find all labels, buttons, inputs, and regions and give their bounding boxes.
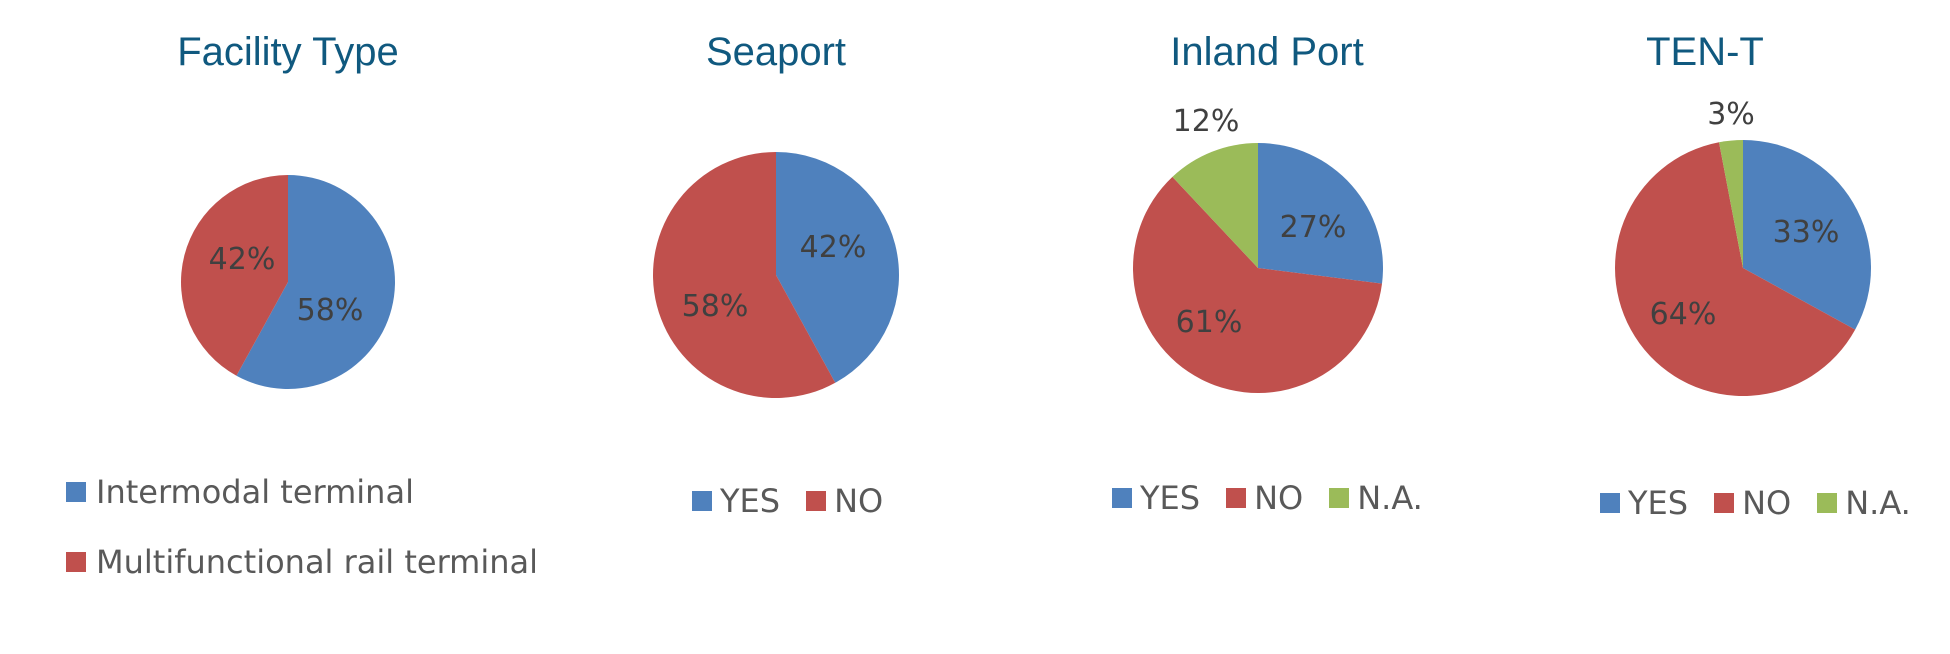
legend-item-no: NO	[806, 482, 883, 520]
legend-label: YES	[720, 482, 781, 520]
red-swatch-icon	[66, 552, 86, 572]
pie-slice-no	[1133, 176, 1383, 394]
legend-item-na: N.A.	[1329, 479, 1423, 517]
red-swatch-icon	[806, 491, 827, 511]
legend-label: NO	[1254, 479, 1304, 517]
pie-facility-type	[181, 175, 395, 389]
blue-swatch-icon	[1600, 493, 1620, 513]
blue-swatch-icon	[1112, 488, 1132, 508]
legend-item-yes: YES	[692, 482, 780, 520]
label-inland-no: 61%	[1176, 305, 1243, 340]
legend-label: Intermodal terminal	[96, 473, 414, 511]
pie-slice-n-a-	[1719, 140, 1743, 268]
label-facility-42: 42%	[209, 242, 276, 277]
green-swatch-icon	[1329, 488, 1350, 508]
legend-label: Multifunctional rail terminal	[96, 543, 538, 581]
label-inland-yes: 27%	[1280, 210, 1347, 245]
legend-item-intermodal: Intermodal terminal	[66, 472, 538, 512]
label-inland-na: 12%	[1173, 104, 1240, 139]
legend-item-no: NO	[1714, 484, 1791, 522]
legend-facility-type: Intermodal terminal Multifunctional rail…	[66, 472, 538, 612]
green-swatch-icon	[1817, 493, 1838, 513]
legend-ten-t: YES NO N.A.	[1600, 484, 1937, 522]
legend-label: NO	[834, 482, 884, 520]
blue-swatch-icon	[692, 491, 712, 511]
label-seaport-yes: 42%	[800, 230, 867, 265]
legend-inland-port: YES NO N.A.	[1112, 479, 1449, 517]
legend-label: YES	[1140, 479, 1201, 517]
legend-item-yes: YES	[1112, 479, 1200, 517]
pie-slice-n-a-	[1172, 143, 1258, 268]
label-seaport-no: 58%	[682, 289, 749, 324]
chart-title-ten-t: TEN-T	[1646, 30, 1764, 74]
chart-title-facility-type: Facility Type	[177, 30, 399, 74]
legend-label: N.A.	[1845, 484, 1911, 522]
legend-item-na: N.A.	[1817, 484, 1911, 522]
pie-slice-no	[653, 152, 836, 399]
red-swatch-icon	[1714, 493, 1735, 513]
label-facility-58: 58%	[297, 293, 364, 328]
pie-slice-yes	[776, 152, 899, 383]
pie-slice-yes	[1258, 143, 1383, 284]
legend-seaport: YES NO	[692, 482, 909, 520]
pie-inland-port	[1133, 143, 1383, 394]
legend-label: YES	[1628, 484, 1689, 522]
pie-ten-t	[1614, 140, 1871, 396]
legend-label: N.A.	[1357, 479, 1423, 517]
legend-item-multifunctional: Multifunctional rail terminal	[66, 542, 538, 582]
pie-slice-yes	[1743, 140, 1871, 330]
pie-slice-multifunctional-rail-terminal	[181, 175, 288, 376]
legend-item-yes: YES	[1600, 484, 1688, 522]
chart-title-inland-port: Inland Port	[1170, 30, 1364, 74]
blue-swatch-icon	[66, 482, 86, 502]
label-tent-na: 3%	[1707, 97, 1755, 132]
chart-title-seaport: Seaport	[705, 30, 847, 74]
legend-item-no: NO	[1226, 479, 1303, 517]
pie-seaport	[653, 152, 899, 399]
label-tent-yes: 33%	[1773, 215, 1840, 250]
legend-label: NO	[1742, 484, 1792, 522]
pie-slice-no	[1614, 142, 1856, 396]
red-swatch-icon	[1226, 488, 1247, 508]
label-tent-no: 64%	[1650, 297, 1717, 332]
pie-slice-intermodal-terminal	[236, 175, 395, 389]
